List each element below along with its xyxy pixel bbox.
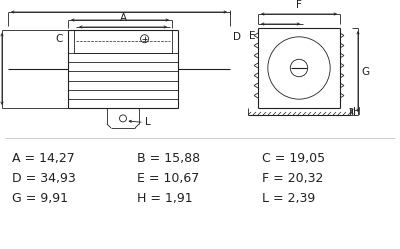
Text: A: A <box>120 13 126 23</box>
Text: L: L <box>145 117 151 127</box>
Text: G: G <box>361 66 369 76</box>
Text: E = 10,67: E = 10,67 <box>137 172 199 185</box>
Text: A = 14,27: A = 14,27 <box>12 152 75 165</box>
Text: B = 15,88: B = 15,88 <box>137 152 200 165</box>
Text: F = 20,32: F = 20,32 <box>262 172 323 185</box>
Text: L = 2,39: L = 2,39 <box>262 192 315 205</box>
Text: H = 1,91: H = 1,91 <box>137 192 193 205</box>
Text: G = 9,91: G = 9,91 <box>12 192 68 205</box>
Text: D: D <box>233 32 241 42</box>
Text: C: C <box>56 34 63 44</box>
Text: C = 19,05: C = 19,05 <box>262 152 325 165</box>
Text: D = 34,93: D = 34,93 <box>12 172 76 185</box>
Text: F: F <box>296 0 302 10</box>
Text: E: E <box>250 31 256 41</box>
Text: H: H <box>353 107 361 117</box>
